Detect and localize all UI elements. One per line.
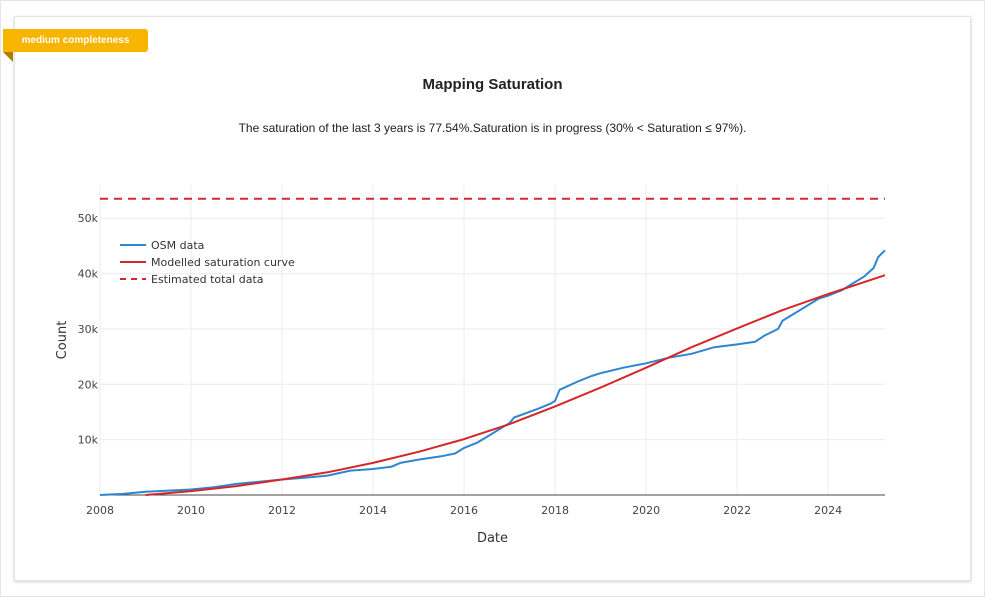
x-tick-label: 2022 — [723, 504, 751, 517]
y-tick-label: 40k — [78, 268, 99, 281]
x-tick-label: 2018 — [541, 504, 569, 517]
chart-title: Mapping Saturation — [422, 76, 563, 93]
badge-fold — [3, 52, 13, 62]
x-tick-label: 2010 — [177, 504, 205, 517]
legend-label: Modelled saturation curve — [151, 256, 295, 269]
saturation-curve-line — [145, 274, 886, 496]
y-tick-label: 50k — [78, 212, 99, 225]
x-tick-label: 2008 — [86, 504, 114, 517]
chart-ticks: 2008 2010 2012 2014 2016 2018 2020 2022 2024 10k 2… — [78, 212, 842, 517]
completeness-badge: medium completeness — [3, 29, 148, 52]
chart-marks — [99, 197, 886, 496]
x-tick-label: 2014 — [359, 504, 387, 517]
y-axis-title: Count — [55, 321, 70, 360]
chart-grid — [99, 185, 885, 496]
x-tick-label: 2020 — [632, 504, 660, 517]
y-tick-label: 30k — [78, 323, 99, 336]
x-tick-label: 2012 — [268, 504, 296, 517]
chart-legend: OSM data Modelled saturation curve Estimat… — [120, 239, 295, 286]
legend-label: OSM data — [151, 239, 204, 252]
indicator-card — [14, 16, 971, 581]
x-tick-label: 2024 — [814, 504, 842, 517]
osm-data-line — [99, 249, 886, 496]
legend-label: Estimated total data — [151, 273, 264, 286]
y-tick-label: 20k — [78, 378, 99, 391]
y-tick-label: 10k — [78, 434, 99, 447]
x-axis-title: Date — [477, 531, 508, 546]
saturation-summary: The saturation of the last 3 years is 77… — [238, 121, 747, 135]
x-tick-label: 2016 — [450, 504, 478, 517]
